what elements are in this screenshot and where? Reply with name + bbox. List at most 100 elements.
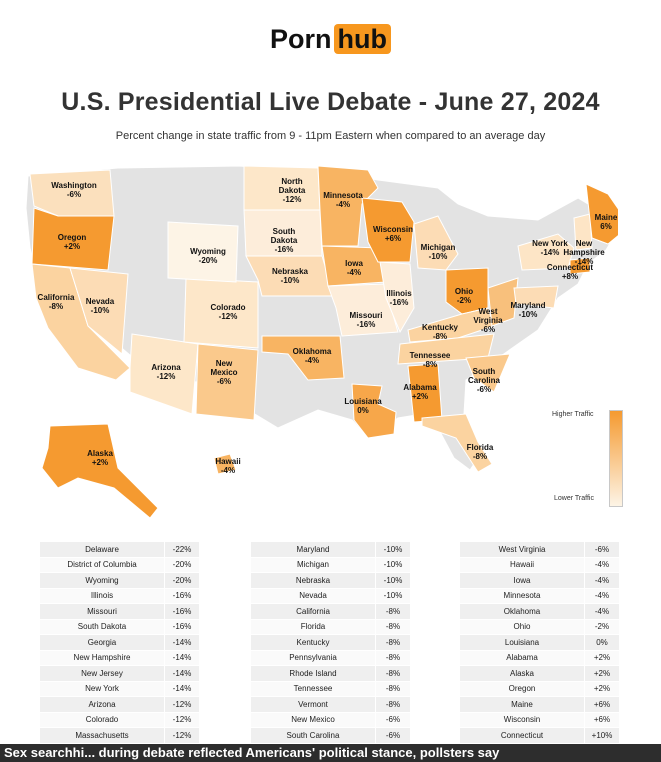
table-row: Alaska +2% <box>460 665 619 682</box>
map-label-california: California -8% <box>38 293 75 311</box>
table-row: West Virginia -6% <box>460 542 619 558</box>
state-value: -8% <box>375 650 410 666</box>
state-value: -14% <box>164 634 199 651</box>
state-name: Rhode Island <box>251 665 376 682</box>
map-label-oregon: Oregon +2% <box>58 233 87 251</box>
state-new-mexico <box>195 343 259 421</box>
state-name: Kentucky <box>251 634 376 651</box>
state-name: Oregon <box>460 681 585 697</box>
state-west-virginia <box>487 277 519 327</box>
table-row: South Dakota -16% <box>40 619 199 635</box>
map-label-south-carolina: South Carolina -6% <box>468 367 501 394</box>
map-label-kentucky: Kentucky -8% <box>422 323 459 341</box>
state-value: 0% <box>584 634 619 651</box>
state-value: -16% <box>164 603 199 620</box>
state-name: Arizona <box>40 696 165 713</box>
table-row: Colorado -12% <box>40 712 199 728</box>
map-label-louisiana: Louisiana 0% <box>344 397 382 415</box>
table-row: Connecticut +10% <box>460 727 619 744</box>
table-row: Louisiana 0% <box>460 634 619 651</box>
state-name: Georgia <box>40 634 165 651</box>
table-row: Missouri -16% <box>40 603 199 620</box>
state-value: -22% <box>164 542 199 558</box>
map-label-maine: Maine 6% <box>595 213 618 231</box>
state-name: Colorado <box>40 712 165 728</box>
table-row: New York -14% <box>40 681 199 697</box>
state-value: +2% <box>584 681 619 697</box>
logo-text-part1: Porn <box>270 24 332 54</box>
table-row: Arizona -12% <box>40 696 199 713</box>
legend-gradient <box>609 410 623 507</box>
state-value: +6% <box>584 712 619 728</box>
map-label-colorado: Colorado -12% <box>210 303 245 321</box>
map-label-south-dakota: South Dakota -16% <box>271 227 298 254</box>
table-row: Kentucky -8% <box>251 634 410 651</box>
map-label-new-mexico: New Mexico -6% <box>210 359 237 386</box>
table-row: Rhode Island -8% <box>251 665 410 682</box>
state-name: Maryland <box>251 542 376 558</box>
legend-low-label: Lower Traffic <box>554 495 594 502</box>
state-name: Hawaii <box>460 557 585 573</box>
state-name: Vermont <box>251 696 376 713</box>
table-row: Alabama +2% <box>460 650 619 666</box>
state-name: Florida <box>251 619 376 635</box>
state-value: -4% <box>584 572 619 589</box>
article-caption: Sex searchhi... during debate reflected … <box>0 744 661 762</box>
table-row: New Hampshire -14% <box>40 650 199 666</box>
map-label-alaska: Alaska +2% <box>87 449 113 467</box>
state-shapes <box>25 165 618 519</box>
state-name: South Dakota <box>40 619 165 635</box>
state-name: Nebraska <box>251 572 376 589</box>
ranking-table-3: West Virginia -6% Hawaii -4% Iowa -4% Minnesot… <box>460 542 619 744</box>
table-row: Maryland -10% <box>251 542 410 558</box>
state-name: Iowa <box>460 572 585 589</box>
state-name: Alaska <box>460 665 585 682</box>
table-row: Pennsylvania -8% <box>251 650 410 666</box>
state-name: South Carolina <box>251 727 376 744</box>
state-name: Pennsylvania <box>251 650 376 666</box>
state-labels: Washington -6% Oregon +2% California -8% Nevad… <box>38 177 618 475</box>
state-value: -8% <box>375 634 410 651</box>
state-name: Nevada <box>251 588 376 604</box>
state-maine <box>585 183 618 245</box>
table-row: Delaware -22% <box>40 542 199 558</box>
map-label-ohio: Ohio -2% <box>455 287 473 305</box>
state-florida <box>421 413 493 473</box>
state-value: -10% <box>375 588 410 604</box>
state-value: +2% <box>584 650 619 666</box>
map-label-washington: Washington -6% <box>51 181 97 199</box>
state-missouri <box>327 283 399 337</box>
state-value: -20% <box>164 572 199 589</box>
state-name: Delaware <box>40 542 165 558</box>
state-value: -8% <box>375 665 410 682</box>
state-hawaii <box>213 453 237 475</box>
brand-logo: Porn hub <box>0 24 661 55</box>
table-row: New Jersey -14% <box>40 665 199 682</box>
table-row: Nebraska -10% <box>251 572 410 589</box>
map-label-tennessee: Tennessee -8% <box>410 351 451 369</box>
state-nevada <box>69 267 129 355</box>
table-row: California -8% <box>251 603 410 620</box>
state-name: Illinois <box>40 588 165 604</box>
state-value: -20% <box>164 557 199 573</box>
map-label-wyoming: Wyoming -20% <box>190 247 226 265</box>
table-row: Nevada -10% <box>251 588 410 604</box>
state-value: +10% <box>584 727 619 744</box>
table-row: Florida -8% <box>251 619 410 635</box>
state-value: -10% <box>375 572 410 589</box>
state-name: Oklahoma <box>460 603 585 620</box>
state-value: -6% <box>375 712 410 728</box>
state-new-york <box>517 233 575 271</box>
state-name: Louisiana <box>460 634 585 651</box>
state-value: -12% <box>164 727 199 744</box>
state-name: New Hampshire <box>40 650 165 666</box>
state-value: -14% <box>164 665 199 682</box>
map-label-oklahoma: Oklahoma -4% <box>293 347 332 365</box>
state-value: -8% <box>375 696 410 713</box>
map-label-illinois: Illinois -16% <box>386 289 412 307</box>
map-label-north-dakota: North Dakota -12% <box>279 177 306 204</box>
map-label-maryland: Maryland -10% <box>510 301 545 319</box>
page-title: U.S. Presidential Live Debate - June 27,… <box>61 88 600 116</box>
state-michigan <box>413 215 459 271</box>
state-name: Maine <box>460 696 585 713</box>
